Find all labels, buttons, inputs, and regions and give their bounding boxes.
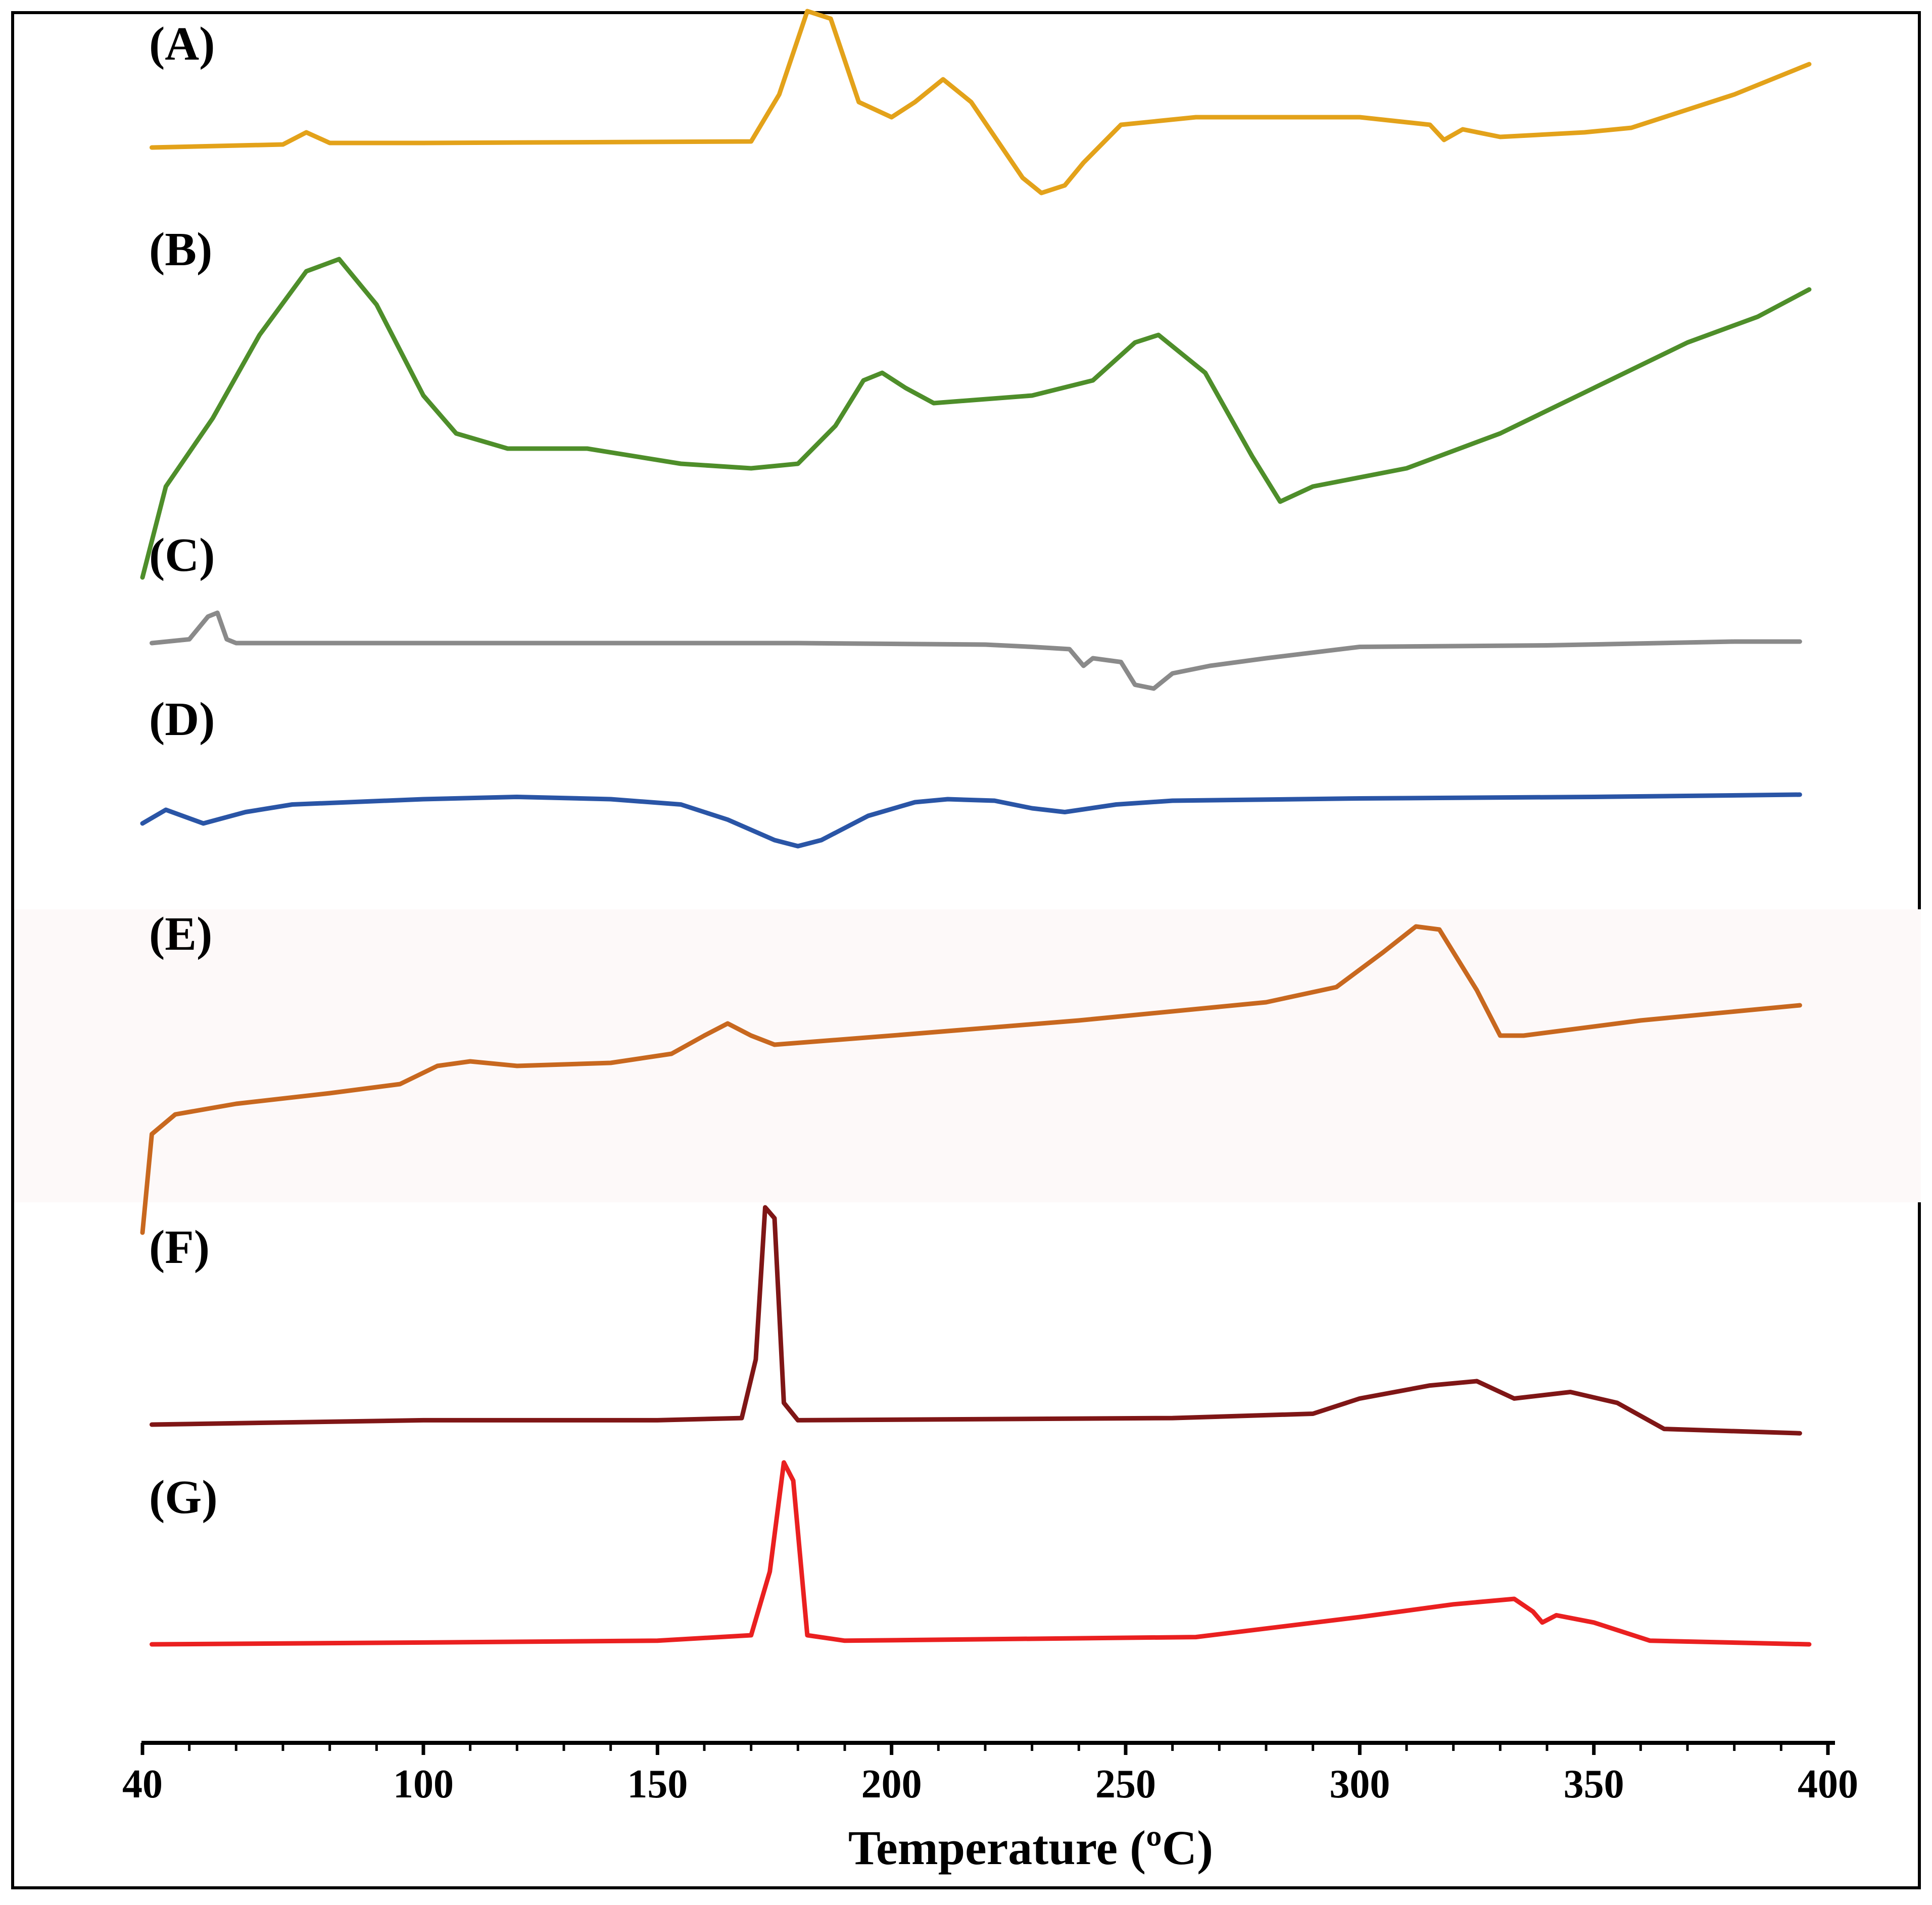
panel-label-d: (D) bbox=[149, 693, 215, 746]
panel-label-e: (E) bbox=[149, 908, 212, 960]
trace-a bbox=[150, 9, 1812, 196]
x-tick-label: 400 bbox=[1798, 1762, 1858, 1806]
x-tick-label: 250 bbox=[1095, 1762, 1156, 1806]
x-tick-label: 350 bbox=[1564, 1762, 1624, 1806]
panel-label-b: (B) bbox=[149, 223, 212, 276]
panel-labels: (A) (B) (C) (D) (E) (F) (G) bbox=[149, 18, 218, 1524]
trace-d bbox=[140, 792, 1802, 849]
x-tick-label: 150 bbox=[627, 1762, 688, 1806]
x-axis: 40 100 150 200 250 300 350 400 bbox=[122, 1741, 1858, 1806]
panel-e-background bbox=[14, 909, 1921, 1202]
trace-b bbox=[140, 257, 1812, 580]
x-tick-label: 100 bbox=[393, 1762, 454, 1806]
x-axis-title: Temperature (ºC) bbox=[848, 1821, 1213, 1875]
panel-label-c: (C) bbox=[149, 529, 215, 581]
x-tick-label: 200 bbox=[861, 1762, 922, 1806]
trace-g bbox=[150, 1460, 1812, 1647]
panel-label-a: (A) bbox=[149, 18, 215, 70]
x-tick-label: 40 bbox=[122, 1762, 163, 1806]
panel-label-f: (F) bbox=[149, 1221, 210, 1274]
traces bbox=[140, 9, 1812, 1647]
trace-c bbox=[150, 610, 1802, 691]
trace-e bbox=[140, 924, 1802, 1235]
trace-f bbox=[150, 1205, 1802, 1436]
x-tick-label: 300 bbox=[1329, 1762, 1390, 1806]
panel-label-g: (G) bbox=[149, 1471, 218, 1524]
